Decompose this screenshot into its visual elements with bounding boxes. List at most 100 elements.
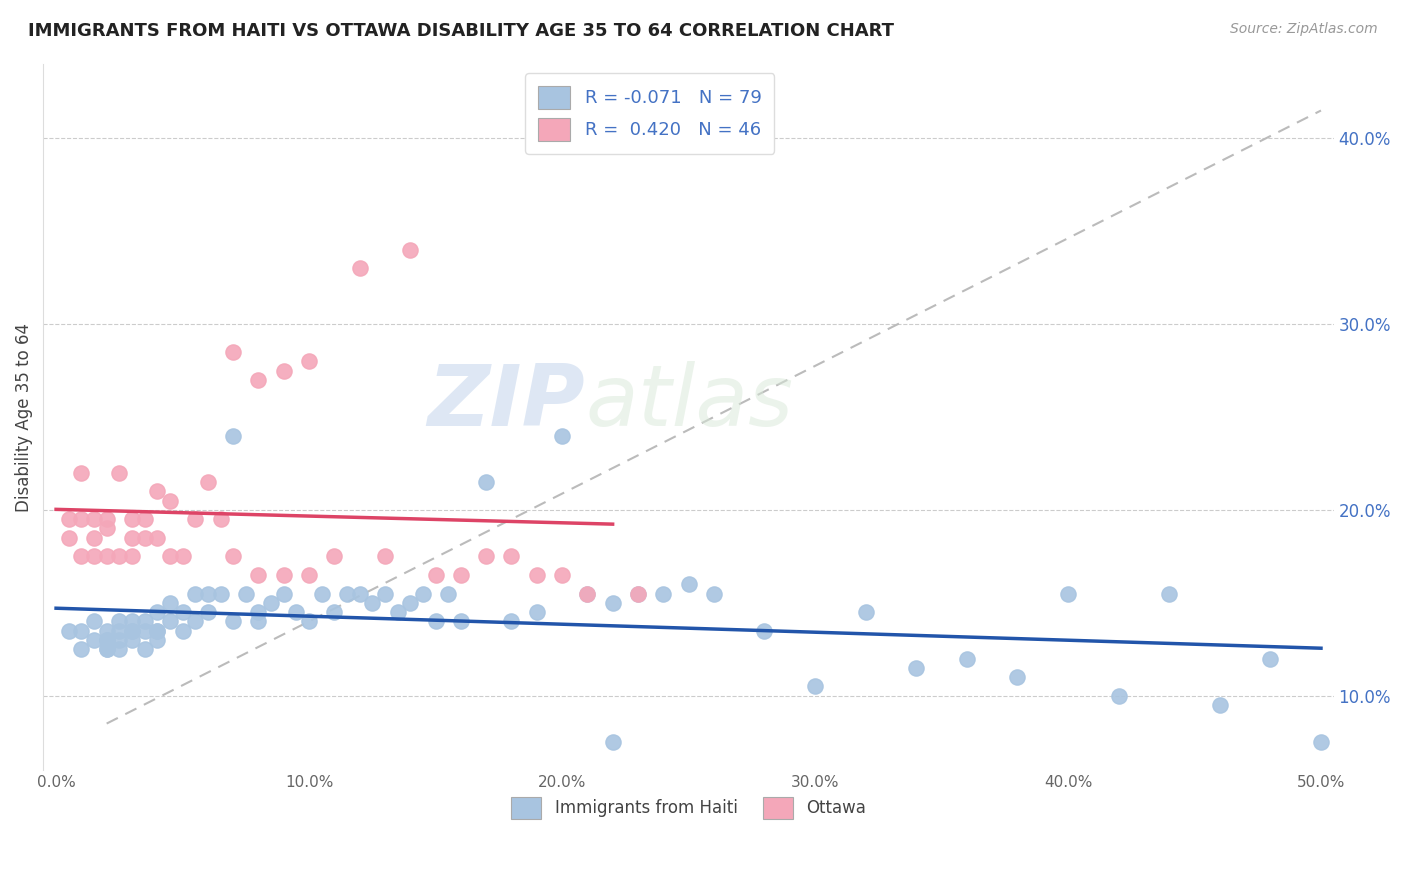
- Point: [58, 531, 80, 545]
- Point: [159, 596, 181, 610]
- Point: [425, 568, 447, 582]
- Point: [58, 512, 80, 526]
- Point: [247, 615, 270, 629]
- Point: [703, 586, 725, 600]
- Point: [70, 512, 93, 526]
- Point: [387, 605, 409, 619]
- Point: [235, 586, 257, 600]
- Point: [134, 531, 156, 545]
- Point: [70, 624, 93, 638]
- Point: [121, 531, 143, 545]
- Point: [399, 596, 422, 610]
- Point: [222, 549, 245, 564]
- Point: [96, 642, 118, 657]
- Point: [273, 568, 295, 582]
- Point: [298, 615, 321, 629]
- Point: [1159, 586, 1181, 600]
- Point: [58, 624, 80, 638]
- Point: [222, 428, 245, 442]
- Point: [501, 615, 523, 629]
- Point: [121, 632, 143, 647]
- Point: [450, 615, 472, 629]
- Point: [197, 586, 219, 600]
- Point: [184, 615, 207, 629]
- Point: [159, 549, 181, 564]
- Text: IMMIGRANTS FROM HAITI VS OTTAWA DISABILITY AGE 35 TO 64 CORRELATION CHART: IMMIGRANTS FROM HAITI VS OTTAWA DISABILI…: [28, 22, 894, 40]
- Point: [298, 568, 321, 582]
- Point: [146, 632, 169, 647]
- Point: [627, 586, 650, 600]
- Point: [425, 615, 447, 629]
- Point: [437, 586, 460, 600]
- Point: [197, 605, 219, 619]
- Point: [576, 586, 599, 600]
- Point: [349, 586, 371, 600]
- Point: [349, 261, 371, 276]
- Point: [146, 531, 169, 545]
- Point: [374, 549, 396, 564]
- Point: [121, 512, 143, 526]
- Point: [804, 680, 827, 694]
- Point: [412, 586, 434, 600]
- Point: [956, 651, 979, 665]
- Point: [602, 735, 624, 749]
- Point: [576, 586, 599, 600]
- Point: [526, 605, 548, 619]
- Point: [96, 624, 118, 638]
- Point: [121, 624, 143, 638]
- Point: [1108, 689, 1130, 703]
- Point: [172, 549, 194, 564]
- Point: [108, 549, 131, 564]
- Point: [475, 475, 498, 489]
- Point: [83, 549, 105, 564]
- Point: [652, 586, 675, 600]
- Point: [108, 642, 131, 657]
- Legend: Immigrants from Haiti, Ottawa: Immigrants from Haiti, Ottawa: [505, 790, 872, 825]
- Point: [526, 568, 548, 582]
- Point: [1361, 661, 1384, 675]
- Point: [121, 549, 143, 564]
- Point: [678, 577, 700, 591]
- Point: [1310, 735, 1333, 749]
- Point: [83, 632, 105, 647]
- Point: [96, 632, 118, 647]
- Point: [159, 493, 181, 508]
- Point: [323, 605, 346, 619]
- Point: [260, 596, 283, 610]
- Point: [1057, 586, 1080, 600]
- Point: [83, 615, 105, 629]
- Point: [96, 632, 118, 647]
- Point: [134, 512, 156, 526]
- Point: [96, 512, 118, 526]
- Point: [222, 615, 245, 629]
- Point: [1007, 670, 1029, 684]
- Point: [159, 615, 181, 629]
- Point: [121, 615, 143, 629]
- Point: [134, 624, 156, 638]
- Point: [108, 632, 131, 647]
- Point: [108, 615, 131, 629]
- Point: [146, 624, 169, 638]
- Point: [184, 586, 207, 600]
- Point: [134, 615, 156, 629]
- Point: [311, 586, 333, 600]
- Point: [70, 642, 93, 657]
- Point: [247, 568, 270, 582]
- Point: [501, 549, 523, 564]
- Point: [108, 624, 131, 638]
- Point: [209, 586, 232, 600]
- Text: ZIP: ZIP: [427, 361, 585, 444]
- Point: [83, 531, 105, 545]
- Point: [83, 512, 105, 526]
- Point: [551, 568, 574, 582]
- Point: [905, 661, 928, 675]
- Point: [1260, 651, 1282, 665]
- Point: [602, 596, 624, 610]
- Point: [222, 345, 245, 359]
- Point: [273, 586, 295, 600]
- Point: [134, 642, 156, 657]
- Point: [172, 624, 194, 638]
- Point: [197, 475, 219, 489]
- Text: atlas: atlas: [585, 361, 793, 444]
- Point: [855, 605, 877, 619]
